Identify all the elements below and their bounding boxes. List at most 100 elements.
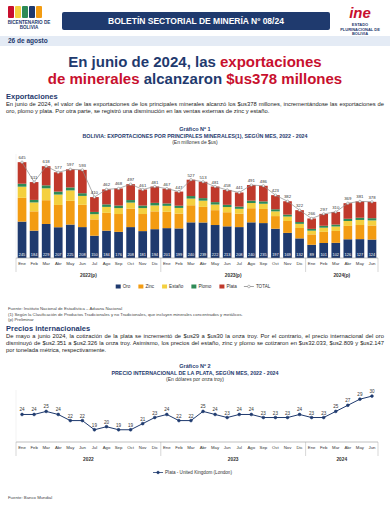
x-tick-label: Ene: [308, 261, 316, 266]
x-tick-label: Ene: [163, 261, 171, 266]
title-part: exportaciones: [220, 53, 322, 70]
marker: [359, 398, 362, 401]
bar-segment: [126, 227, 135, 258]
x-axis: [16, 442, 378, 443]
data-label: 19: [116, 423, 122, 428]
bar-segment: [18, 187, 27, 198]
bar-segment: [54, 195, 63, 205]
marker: [81, 419, 84, 422]
x-tick-label: Feb: [320, 261, 328, 266]
logo-block: [29, 6, 35, 18]
x-tick-label: Sep: [260, 445, 268, 450]
marker: [154, 185, 156, 187]
x-tick-label: Jun: [79, 261, 87, 266]
bar-segment: [211, 187, 220, 203]
line: [22, 396, 372, 430]
data-label: 245: [19, 252, 26, 257]
bar-segment: [138, 190, 147, 206]
x-tick-label: Ago: [103, 261, 111, 266]
legend-swatch: [116, 285, 121, 289]
bar-segment: [175, 228, 184, 258]
data-label: 25: [200, 404, 206, 409]
bar-segment: [150, 211, 159, 229]
title-part: de minerales: [48, 70, 140, 87]
bar-segment: [175, 192, 184, 206]
bar-segment: [283, 217, 292, 221]
x-tick-label: Oct: [272, 445, 279, 450]
title-part: $us378 millones: [226, 70, 342, 87]
bar-segment: [42, 188, 51, 200]
legend: Plata - United Kingdom (London): [153, 470, 232, 475]
marker: [105, 425, 108, 428]
marker: [298, 413, 301, 416]
bar-segment: [307, 229, 316, 231]
bar-segment: [223, 190, 232, 205]
data-label: 207: [55, 252, 62, 257]
bar-segment: [319, 226, 328, 228]
bar-segment: [30, 211, 39, 230]
data-label: 169: [284, 252, 291, 257]
bar-segment: [247, 185, 256, 201]
marker: [274, 194, 276, 196]
bar-segment: [54, 205, 63, 227]
marker: [117, 428, 120, 431]
marker: [165, 413, 168, 416]
data-label: 22: [68, 414, 74, 419]
x-tick-label: Abr: [55, 445, 62, 450]
legend-swatch: [219, 285, 224, 289]
x-tick-label: Mar: [332, 445, 340, 450]
bar-segment: [54, 227, 63, 258]
bar-segment: [162, 189, 171, 204]
year-label: 2022: [83, 457, 94, 462]
bar-segment: [78, 227, 87, 258]
data-label: 577: [55, 165, 63, 170]
marker: [322, 416, 325, 419]
data-label: 29: [357, 392, 363, 397]
bar-segment: [331, 227, 340, 231]
data-label: 199: [176, 252, 183, 257]
x-tick-label: Ene: [163, 445, 171, 450]
bar-segment: [162, 203, 171, 205]
marker: [141, 422, 144, 425]
x-tick-label: Abr: [344, 445, 351, 450]
bar-segment: [150, 205, 159, 211]
chart: 2451842292072252081501841762081811942011…: [6, 146, 384, 306]
title-line: En junio de 2024, las exportaciones: [0, 53, 390, 70]
legend-marker: [248, 285, 251, 288]
bar-segment: [187, 205, 196, 222]
bar-segment: [283, 221, 292, 233]
year-separator: [305, 442, 306, 456]
bar-segment: [235, 207, 244, 209]
bar-segment: [114, 208, 123, 214]
bar-segment: [102, 231, 111, 258]
data-label: 222: [212, 252, 219, 257]
bar-segment: [307, 218, 316, 228]
bar-segment: [114, 214, 123, 232]
page: BICENTENARIO DE BOLIVIABOLETÍN SECTORIAL…: [0, 0, 390, 507]
data-label: 22: [176, 414, 182, 419]
bar-segment: [18, 222, 27, 258]
bar-segment: [247, 222, 256, 258]
x-tick-label: Dic: [152, 445, 159, 450]
line: [22, 162, 372, 218]
bar-segment: [223, 205, 232, 207]
marker: [33, 181, 35, 183]
data-label: 462: [103, 182, 111, 187]
bar-segment: [199, 198, 208, 201]
bar-segment: [235, 209, 244, 214]
data-label: 22: [80, 414, 86, 419]
bar-segment: [150, 187, 159, 203]
marker: [274, 416, 277, 419]
x-tick-label: Ene: [308, 445, 316, 450]
data-label: 126: [345, 252, 352, 257]
data-label: 19: [92, 423, 98, 428]
year-separator: [160, 442, 161, 456]
marker: [129, 428, 132, 431]
bar-segment: [247, 201, 256, 203]
bar-segment: [18, 198, 27, 222]
marker: [178, 190, 180, 192]
marker: [93, 428, 96, 431]
marker: [57, 413, 60, 416]
bar-segment: [247, 203, 256, 208]
data-label: 597: [67, 162, 75, 167]
